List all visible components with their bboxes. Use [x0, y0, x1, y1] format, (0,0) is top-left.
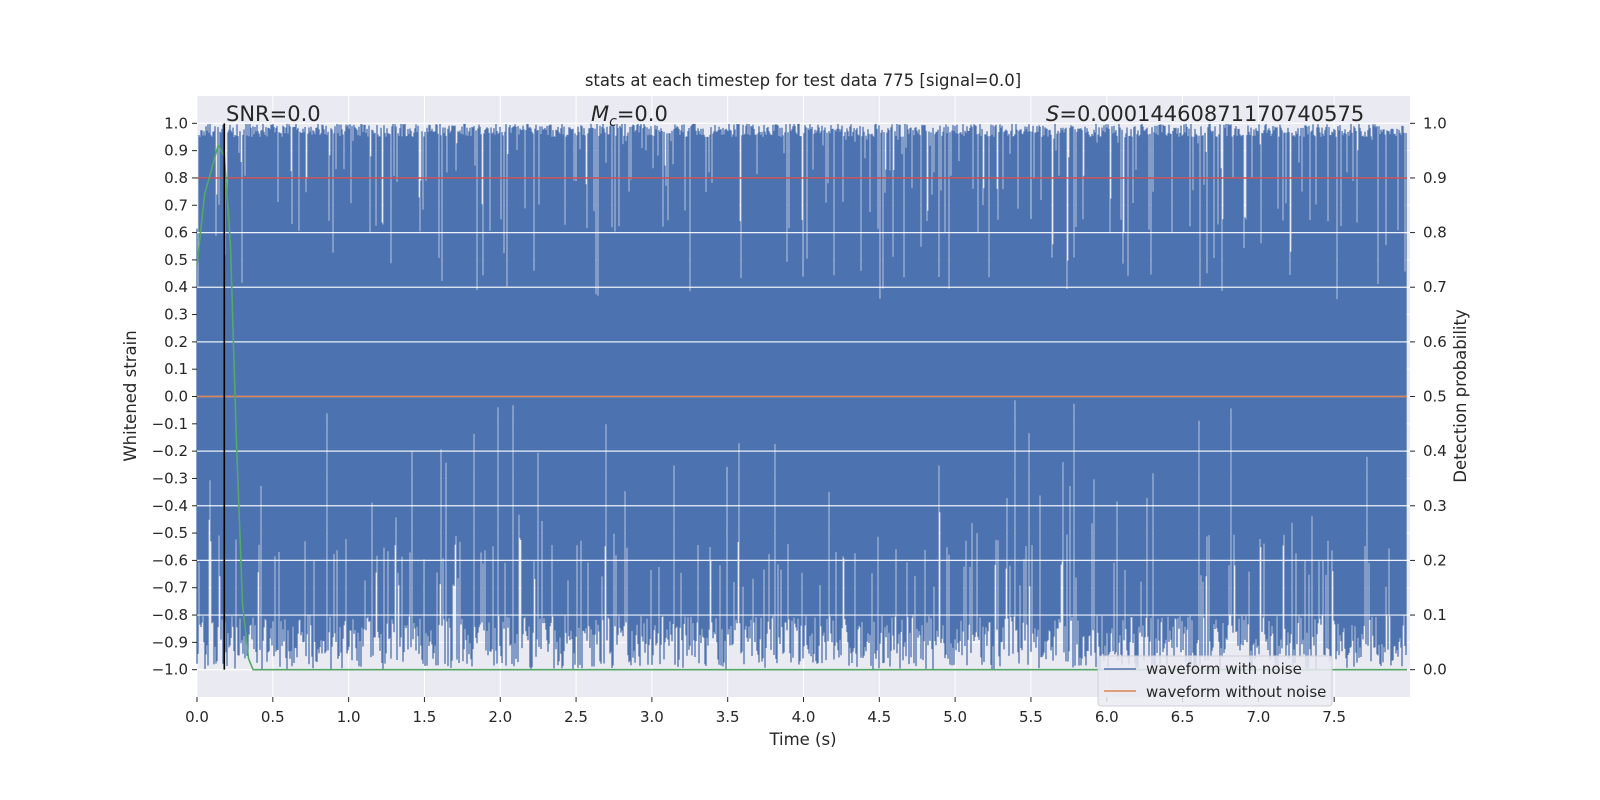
x-tick-label: 1.5 [413, 708, 437, 726]
y-tick-label: 0.5 [164, 251, 188, 269]
y-tick-label: −0.5 [152, 524, 188, 542]
score-value: =0.00014460871170740575 [1059, 102, 1364, 126]
y-tick-label: 0.8 [164, 169, 188, 187]
y-tick-label-right: 0.0 [1423, 661, 1447, 679]
detection-probability-line [196, 143, 1407, 671]
x-tick-label: 2.5 [564, 708, 588, 726]
y-tick-label: −0.8 [152, 606, 188, 624]
y-tick-label-right: 0.8 [1423, 224, 1447, 242]
x-axis-label: Time (s) [768, 730, 836, 749]
legend-label-clean: waveform without noise [1146, 683, 1326, 701]
x-tick-label: 3.0 [640, 708, 664, 726]
x-tick-label: 7.0 [1246, 708, 1270, 726]
x-tick-label: 5.5 [1019, 708, 1043, 726]
chirp-mass-subscript: c [609, 114, 617, 130]
y-tick-label-right: 0.2 [1423, 551, 1447, 569]
x-tick-label: 1.0 [337, 708, 361, 726]
x-tick-label: 2.0 [488, 708, 512, 726]
y-tick-label: −0.9 [152, 633, 188, 651]
y-tick-label-right: 0.1 [1423, 606, 1447, 624]
y-tick-label: −0.1 [152, 415, 188, 433]
y-tick-label-right: 0.5 [1423, 388, 1447, 406]
x-tick-label: 6.5 [1171, 708, 1195, 726]
overlay-lines [196, 123, 1407, 671]
score-annotation: S=0.00014460871170740575 [1046, 102, 1364, 126]
y-tick-label-right: 1.0 [1423, 114, 1447, 132]
y-axis-label: Whitened strain [121, 330, 140, 461]
x-tick-label: 4.0 [792, 708, 816, 726]
y-tick-label: 0.4 [164, 278, 188, 296]
y-tick-label: 0.0 [164, 388, 188, 406]
y-tick-label: 1.0 [164, 114, 188, 132]
x-tick-label: 7.5 [1322, 708, 1346, 726]
y-tick-label: 0.3 [164, 306, 188, 324]
chirp-mass-value: =0.0 [617, 102, 668, 126]
y-tick-label-right: 0.9 [1423, 169, 1447, 187]
x-tick-label: 0.5 [261, 708, 285, 726]
y-tick-label: 0.2 [164, 333, 188, 351]
x-tick-label: 3.5 [716, 708, 740, 726]
noisy-waveform-line [196, 123, 1407, 670]
y-tick-label: −0.2 [152, 442, 188, 460]
snr-annotation: SNR=0.0 [226, 102, 321, 126]
chirp-mass-annotation: Mc=0.0 [591, 102, 668, 130]
y-axis-label-right: Detection probability [1451, 309, 1470, 483]
y-tick-label: −0.6 [152, 551, 188, 569]
legend: waveform with noise waveform without noi… [1097, 655, 1333, 707]
y-tick-label: −1.0 [152, 661, 188, 679]
y-tick-label: 0.1 [164, 360, 188, 378]
score-symbol: S [1046, 102, 1059, 126]
y-tick-label-right: 0.3 [1423, 497, 1447, 515]
y-tick-label-right: 0.6 [1423, 333, 1447, 351]
axes: 0.0 0.5 1.0 1.5 2.0 2.5 3.0 3.5 4.0 4.5 5.0 5.5 6.0 6… [152, 114, 1447, 726]
y-tick-label: 0.7 [164, 196, 188, 214]
legend-box [1097, 655, 1333, 707]
chirp-mass-symbol: M [591, 102, 609, 126]
x-tick-label: 4.5 [867, 708, 891, 726]
x-tick-label: 0.0 [185, 708, 209, 726]
chart-title: stats at each timestep for test data 775… [585, 71, 1021, 90]
y-tick-label: 0.9 [164, 142, 188, 160]
y-tick-label: −0.4 [152, 497, 188, 515]
x-tick-label: 6.0 [1095, 708, 1119, 726]
y-tick-label: 0.6 [164, 224, 188, 242]
y-tick-label: −0.7 [152, 579, 188, 597]
legend-label-noise: waveform with noise [1146, 660, 1302, 678]
y-tick-label-right: 0.7 [1423, 278, 1447, 296]
x-tick-label: 5.0 [943, 708, 967, 726]
y-tick-label: −0.3 [152, 469, 188, 487]
y-tick-label-right: 0.4 [1423, 442, 1447, 460]
